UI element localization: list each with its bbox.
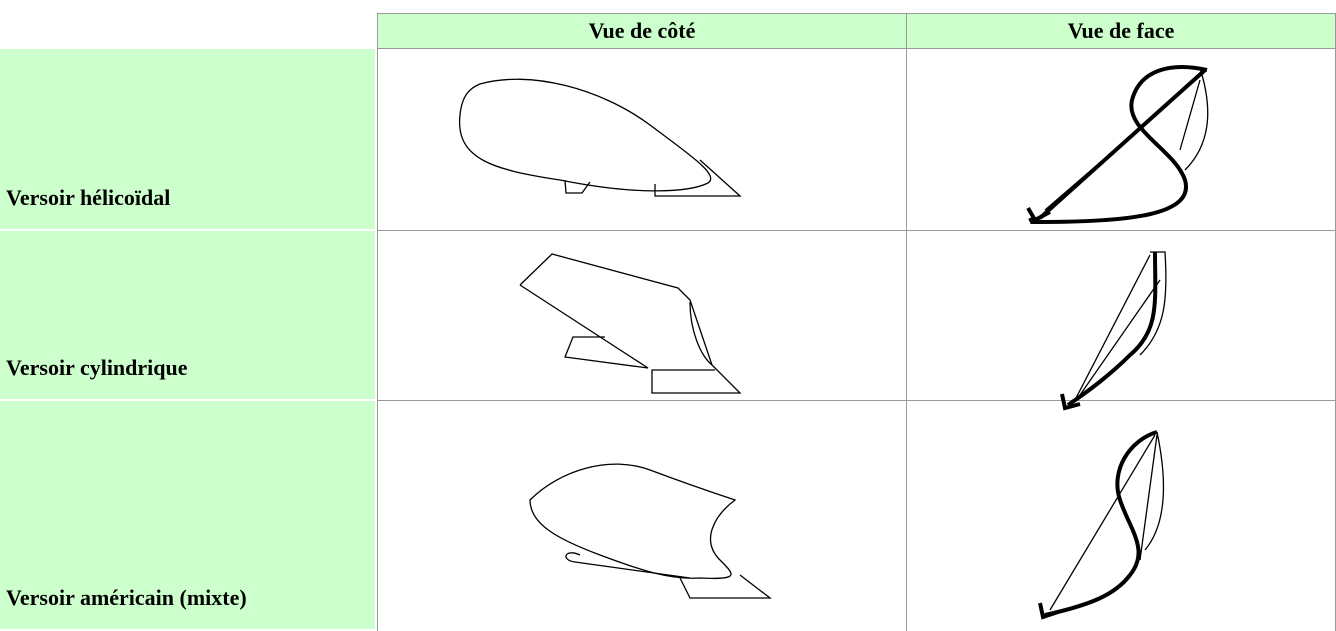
side-view-americain	[529, 463, 772, 599]
col-divider	[377, 48, 378, 631]
row-label: Versoir cylindrique	[0, 231, 375, 401]
front-view-cylindrique	[1060, 251, 1167, 411]
row-label: Versoir hélicoïdal	[0, 49, 375, 231]
header-cell: Vue de côté	[377, 13, 907, 49]
col-divider	[906, 48, 907, 631]
header-cell: Vue de face	[906, 13, 1336, 49]
row-divider	[377, 230, 1336, 231]
side-view-helicoidal	[458, 78, 742, 197]
row-label: Versoir américain (mixte)	[0, 401, 375, 631]
front-view-helicoidal	[1026, 65, 1209, 224]
side-view-cylindrique	[519, 253, 742, 394]
row-divider	[377, 400, 1336, 401]
front-view-americain	[1038, 430, 1165, 620]
